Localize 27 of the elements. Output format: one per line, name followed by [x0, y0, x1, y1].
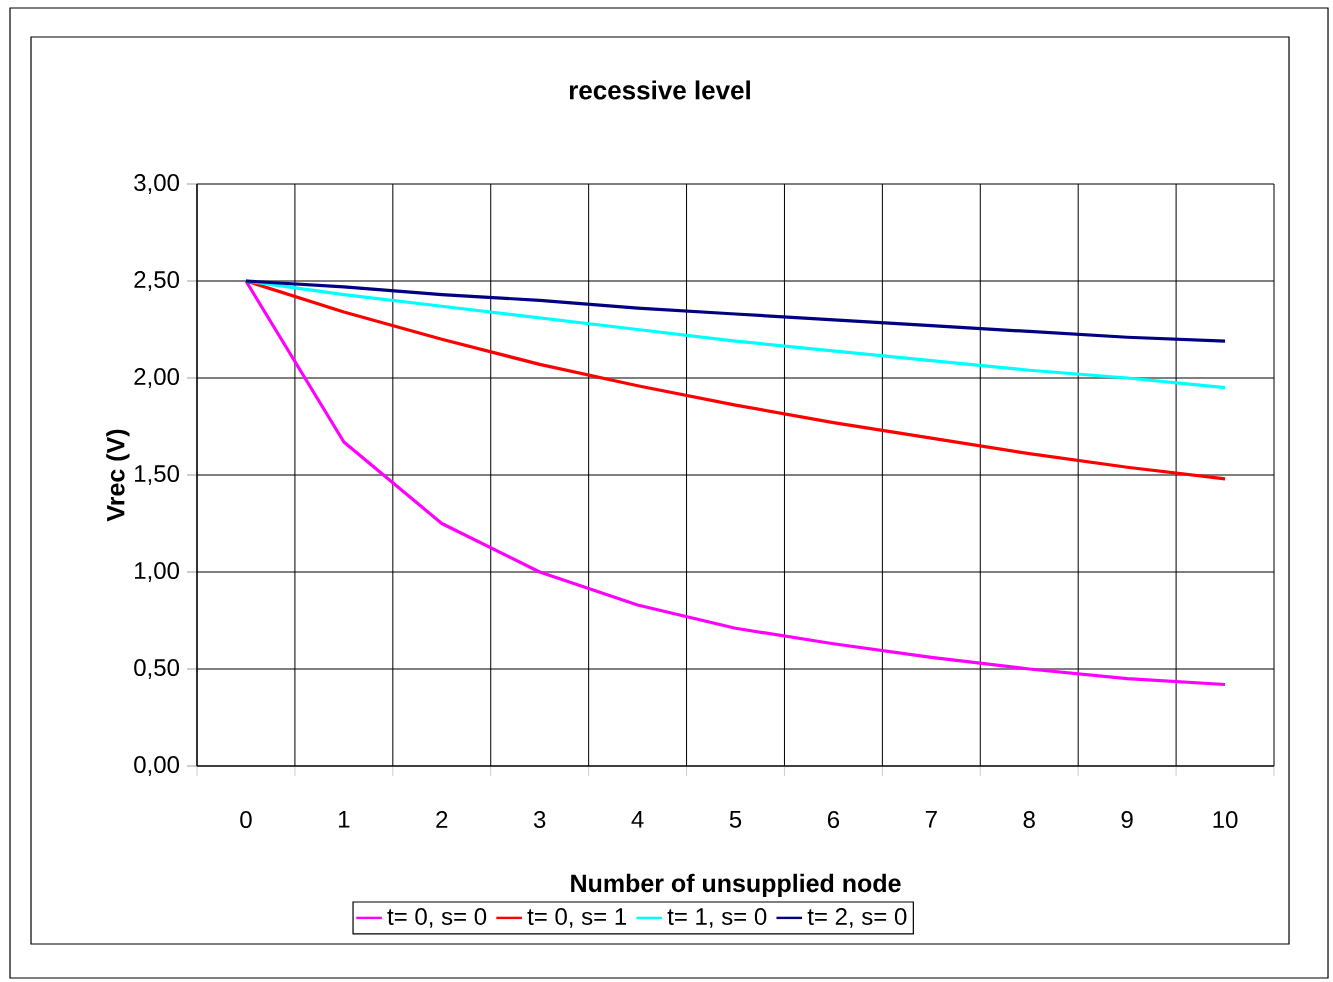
x-tick-label: 2 [436, 811, 448, 828]
line-series [244, 279, 1227, 481]
y-tick-label: 1,00 [135, 562, 180, 582]
chart-title: recessive level [569, 80, 750, 100]
legend-label: t= 0, s= 1 [527, 908, 626, 928]
legend-label: t= 1, s= 0 [667, 908, 767, 928]
x-tick-label: 1 [339, 811, 350, 828]
x-tick-label: 9 [1121, 811, 1133, 829]
x-tick-label: 5 [729, 811, 742, 828]
legend-label: t= 0, s= 0 [387, 908, 487, 928]
x-axis-title: Number of unsupplied node [571, 873, 901, 898]
y-axis-title: Vrec (V) [106, 429, 130, 522]
y-tick-label: 3,00 [134, 174, 180, 194]
x-tick-label: 8 [1023, 811, 1035, 829]
x-tick-label: 6 [827, 811, 840, 829]
x-tick-label: 0 [240, 811, 252, 829]
legend-label: t= 2, s= 0 [807, 908, 907, 928]
x-tick-label: 10 [1213, 811, 1238, 829]
y-tick-label: 2,50 [134, 271, 180, 291]
x-tick-label: 7 [925, 811, 937, 828]
x-tick-label: 3 [533, 811, 546, 829]
x-tick-label: 4 [631, 811, 644, 828]
y-tick-label: 0,00 [134, 756, 180, 776]
y-tick-label: 0,50 [134, 659, 180, 679]
y-tick-label: 2,00 [134, 368, 180, 388]
line-series [244, 279, 1227, 687]
y-tick-label: 1,50 [135, 465, 180, 485]
